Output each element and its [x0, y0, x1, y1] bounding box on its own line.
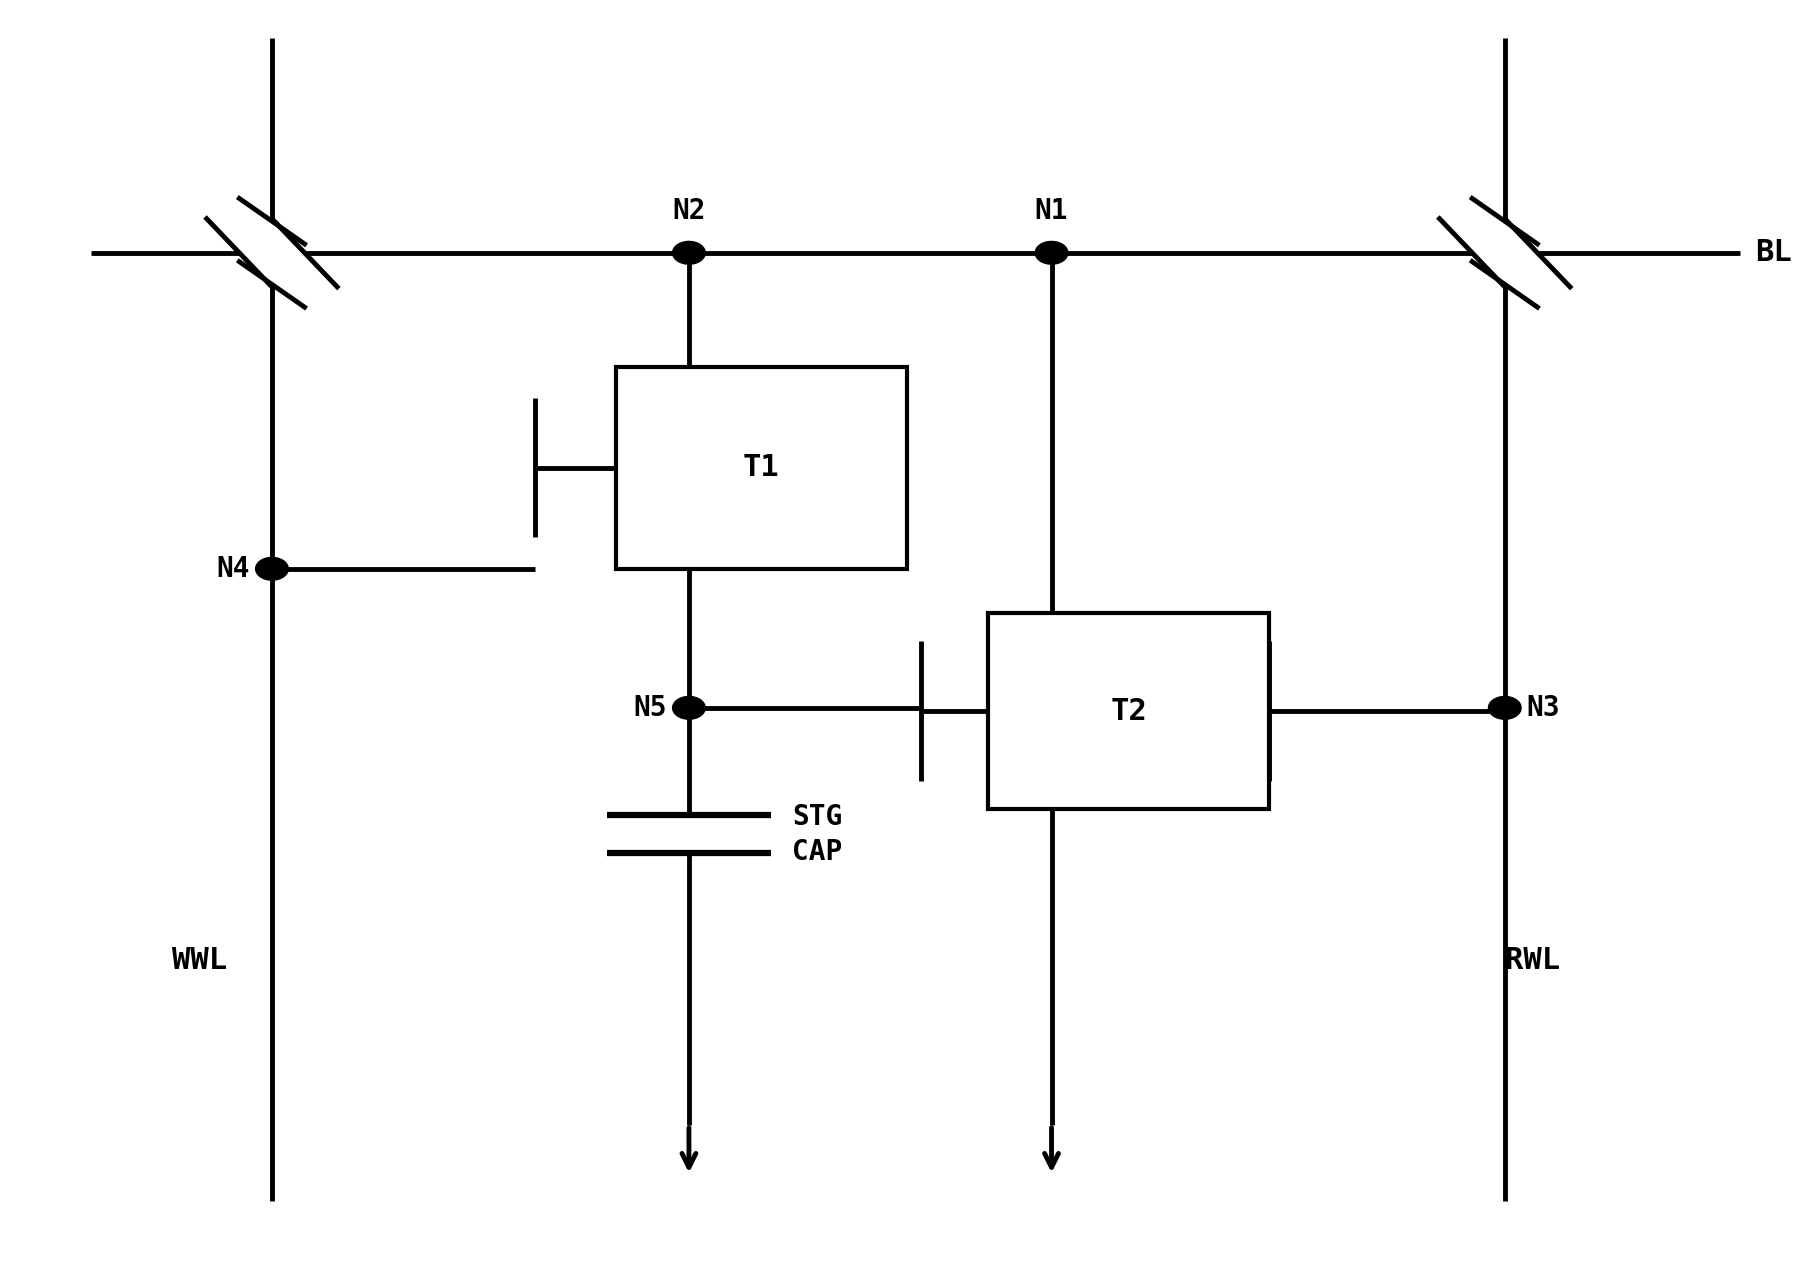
Circle shape: [673, 696, 705, 719]
Text: RWL: RWL: [1505, 947, 1559, 975]
Text: N2: N2: [673, 197, 705, 225]
Bar: [616, 367, 906, 569]
Text: N1: N1: [1035, 197, 1068, 225]
Text: T2: T2: [1110, 696, 1148, 726]
Text: N4: N4: [218, 555, 250, 583]
Text: BL: BL: [1755, 239, 1791, 267]
Text: N3: N3: [1527, 694, 1559, 722]
Text: N5: N5: [635, 694, 667, 722]
Circle shape: [1035, 241, 1068, 264]
Circle shape: [673, 241, 705, 264]
Bar: [988, 613, 1269, 809]
Circle shape: [1488, 696, 1521, 719]
Text: STG
CAP: STG CAP: [792, 803, 843, 866]
Text: WWL: WWL: [172, 947, 227, 975]
Text: T1: T1: [743, 454, 780, 482]
Circle shape: [256, 557, 288, 580]
